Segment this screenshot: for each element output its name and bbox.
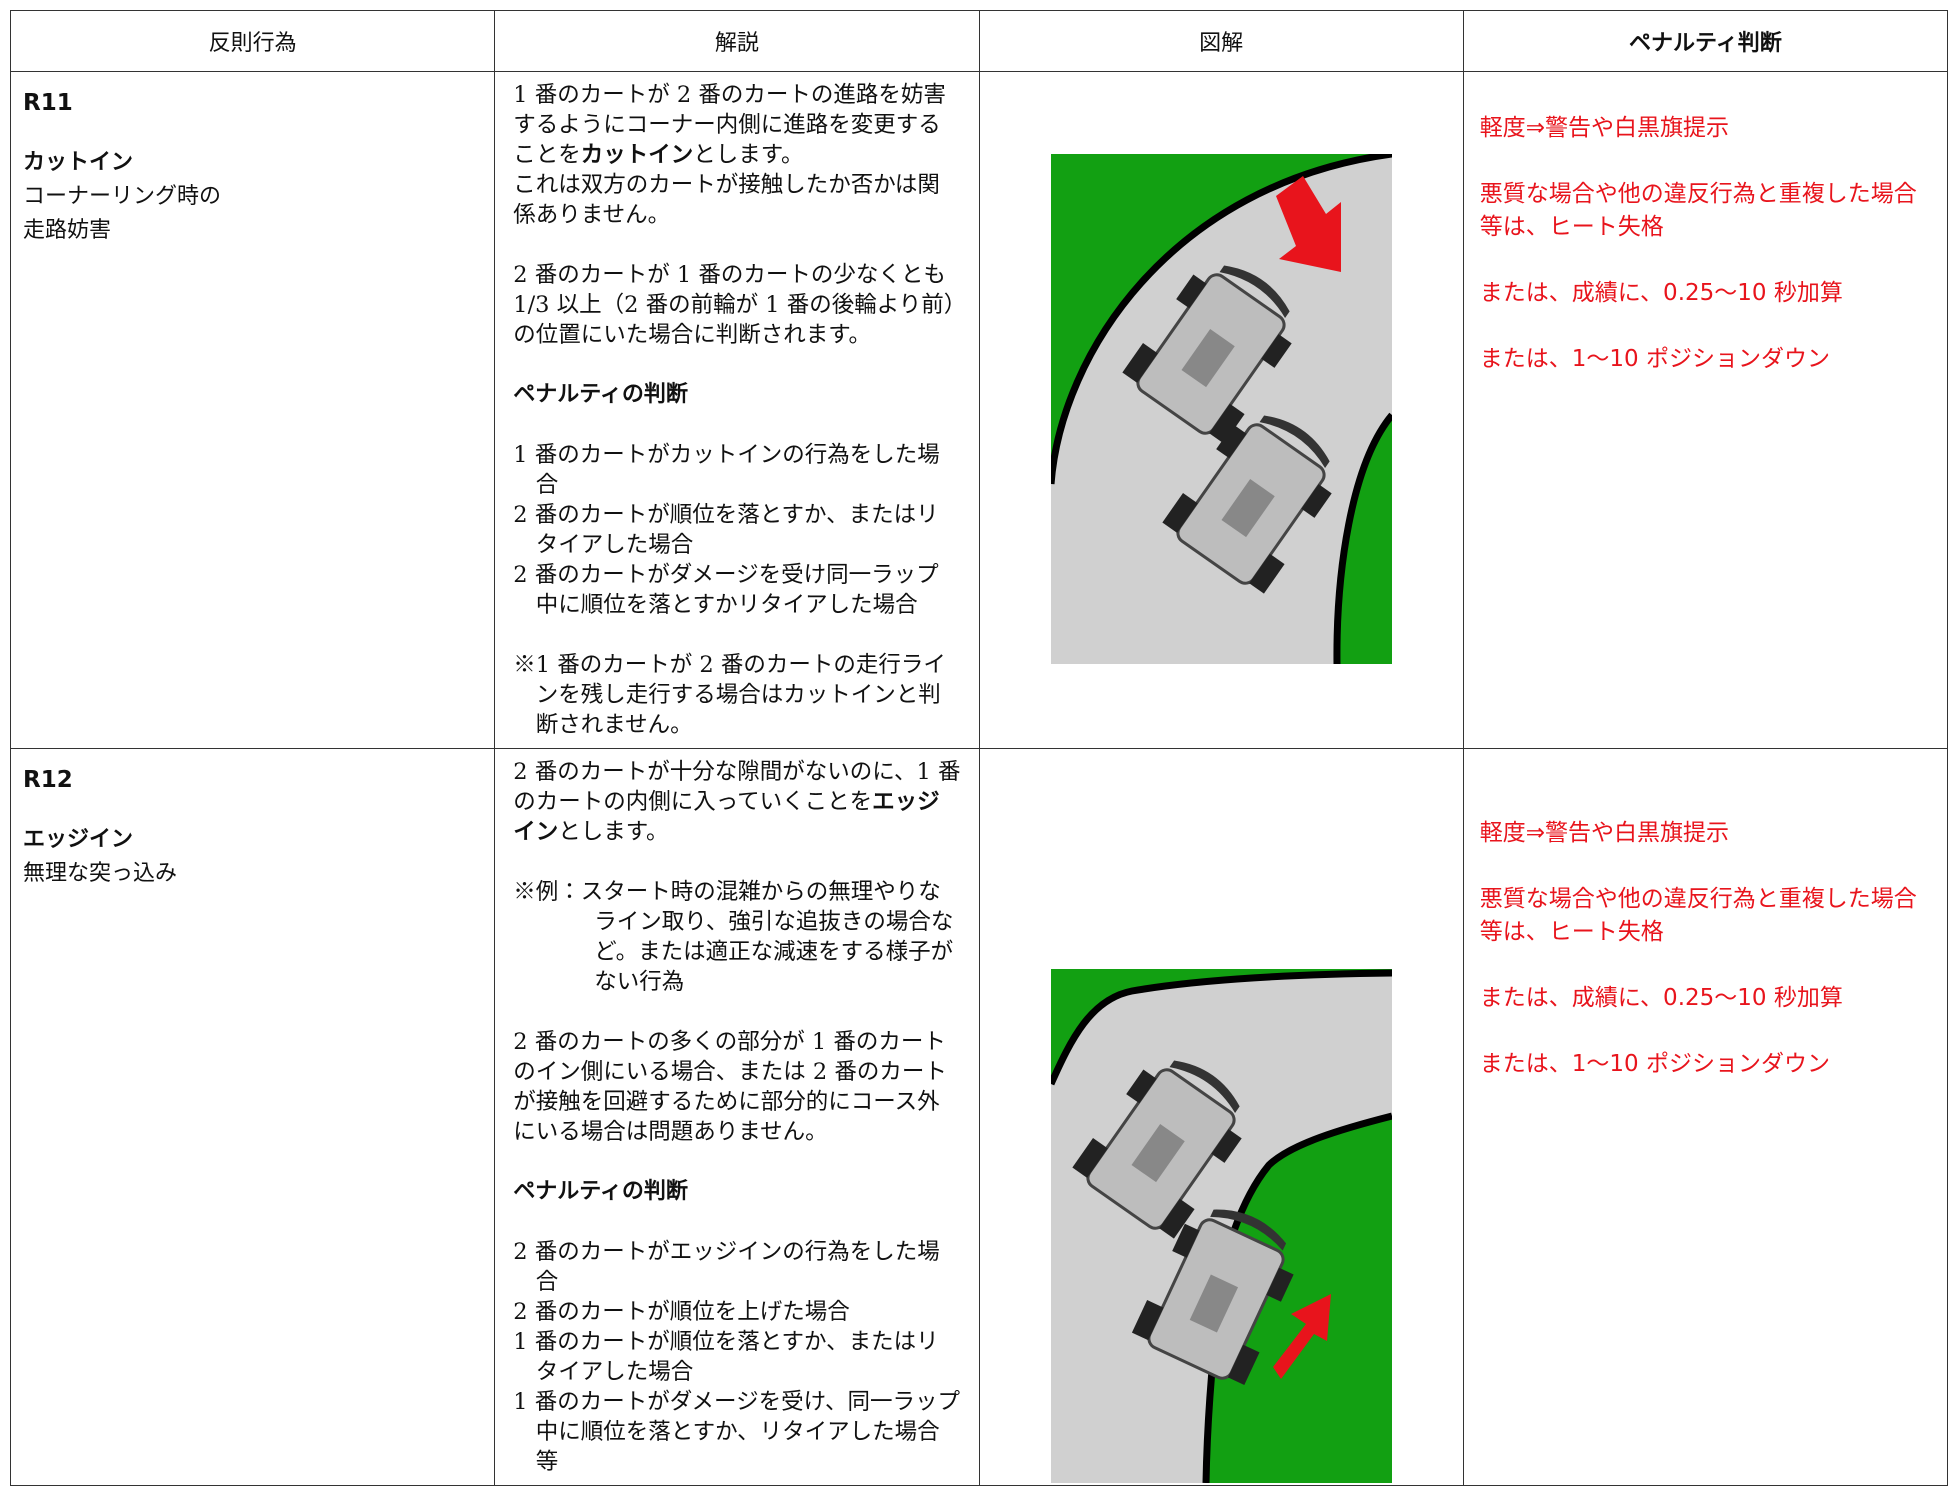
explanation-cell: 2 番のカートが十分な隙間がないのに、1 番のカートの内側に入っていくことをエッ… (494, 748, 980, 1486)
penalty: または、成績に、0.25～10 秒加算 (1479, 280, 1843, 306)
rule-row: R12 エッジイン無理な突っ込み 2 番のカートが十分な隙間がないのに、1 番のカー… (9, 748, 1949, 1486)
rule-code: R11 (23, 90, 73, 116)
header-cell: ペナルティ判断 (1462, 10, 1949, 72)
line: 2 番のカートが十分な隙間がないのに、1 番のカートの内側に入っていくことをエッ… (513, 757, 960, 847)
penalty: または、1～10 ポジションダウン (1479, 346, 1830, 372)
figure-cell (978, 71, 1464, 749)
rule-name: エッジイン (23, 827, 134, 852)
rule-cell: R12 エッジイン無理な突っ込み (9, 748, 496, 1486)
line: 1 番のカートが 2 番のカートの進路を妨害するようにコーナー内側に進路を変更す… (513, 80, 960, 170)
paragraph: 2 番のカートが十分な隙間がないのに、1 番のカートの内側に入っていくことをエッ… (513, 757, 960, 847)
rule-subtitle: コーナーリング時の (23, 184, 222, 209)
case: 1 番のカートが順位を落とすか、またはリタイアした場合 (513, 1329, 939, 1385)
paragraph: 2 番のカートが 1 番のカートの少なくとも 1/3 以上（2 番の前輪が 1 … (513, 260, 960, 350)
case: 2 番のカートがエッジインの行為をした場合 (513, 1239, 940, 1295)
penalty: 悪質な場合や他の違反行為と重複した場合等は、ヒート失格 (1479, 886, 1917, 945)
rules-table: 反則行為 解説 図解 ペナルティ判断 R11 カットインコーナーリング時の 走路妨害 1 番の… (9, 10, 1949, 1486)
document: 反則行為 解説 図解 ペナルティ判断 R11 カットインコーナーリング時の 走路妨害 1 番の… (9, 10, 1949, 1486)
header-row: 反則行為 解説 図解 ペナルティ判断 (9, 10, 1949, 72)
case: 2 番のカートが順位を落とすか、またはリタイアした場合 (513, 502, 939, 558)
paragraph: ※例：スタート時の混雑からの無理やりなライン取り、強引な追抜きの場合など。または… (513, 877, 960, 997)
rule-row: R11 カットインコーナーリング時の 走路妨害 1 番のカートが 2 番のカートの進路… (9, 71, 1949, 749)
rule-code: R12 (23, 767, 73, 793)
page: {"table": { "header": ["反則行為", "解説", "図解… (9, 10, 1949, 1486)
penalty-cell: 軽度⇒警告や白黒旗提示悪質な場合や他の違反行為と重複した場合等は、ヒート失格また… (1462, 748, 1949, 1486)
note: ※1 番のカートが 2 番のカートの走行ラインを残し走行する場合はカットインと判… (513, 652, 946, 738)
case: 1 番のカートがダメージを受け、同一ラップ中に順位を落とすか、リタイアした場合等 (513, 1389, 960, 1475)
header-cell: 反則行為 (9, 10, 496, 72)
line: 2 番のカートが 1 番のカートの少なくとも 1/3 以上（2 番の前輪が 1 … (513, 262, 956, 348)
penalty-cell: 軽度⇒警告や白黒旗提示悪質な場合や他の違反行為と重複した場合等は、ヒート失格また… (1462, 71, 1949, 749)
paragraph: 1 番のカートが 2 番のカートの進路を妨害するようにコーナー内側に進路を変更す… (513, 80, 960, 230)
penalty: 悪質な場合や他の違反行為と重複した場合等は、ヒート失格 (1479, 181, 1917, 240)
penalty: 軽度⇒警告や白黒旗提示 (1479, 115, 1730, 141)
text: 1 番のカートが 2 番のカートの進路を妨害するようにコーナー内側に進路を変更す… (513, 82, 946, 168)
illustration (1050, 154, 1392, 664)
penalty: または、成績に、0.25～10 秒加算 (1479, 985, 1843, 1011)
rule-cell: R11 カットインコーナーリング時の 走路妨害 (9, 71, 496, 749)
penalty: または、1～10 ポジションダウン (1479, 1051, 1830, 1077)
text: 2 番のカートが十分な隙間がないのに、1 番のカートの内側に入っていくことを (513, 759, 961, 815)
line: 2 番のカートの多くの部分が 1 番のカートのイン側にいる場合、または 2 番の… (513, 1029, 947, 1145)
penalty: 軽度⇒警告や白黒旗提示 (1479, 820, 1730, 846)
illustration (1050, 969, 1392, 1483)
rule-name: カットイン (23, 150, 134, 175)
rule-subtitle: 無理な突っ込み (23, 861, 178, 886)
rule-subtitle: 走路妨害 (23, 218, 112, 243)
header-cell: 解説 (494, 10, 980, 72)
penalty-heading: ペナルティの判断 (513, 382, 688, 407)
case: 2 番のカートがダメージを受け同一ラップ中に順位を落とすかリタイアした場合 (513, 562, 939, 618)
explanation-cell: 1 番のカートが 2 番のカートの進路を妨害するようにコーナー内側に進路を変更す… (494, 71, 980, 749)
text: とします。 (693, 142, 804, 168)
paragraph: 2 番のカートの多くの部分が 1 番のカートのイン側にいる場合、または 2 番の… (513, 1027, 960, 1147)
header-cell: 図解 (978, 10, 1464, 72)
term: エッジイン (513, 789, 940, 845)
line: これは双方のカートが接触したか否かは関係ありません。 (513, 172, 940, 228)
line: ※例：スタート時の混雑からの無理やりなライン取り、強引な追抜きの場合など。または… (513, 879, 954, 995)
case: 2 番のカートが順位を上げた場合 (513, 1299, 850, 1325)
term: カットイン (580, 142, 694, 168)
penalty-heading: ペナルティの判断 (513, 1179, 688, 1204)
figure-cell (978, 748, 1464, 1486)
case: 1 番のカートがカットインの行為をした場合 (513, 442, 940, 498)
text: とします。 (558, 819, 669, 845)
